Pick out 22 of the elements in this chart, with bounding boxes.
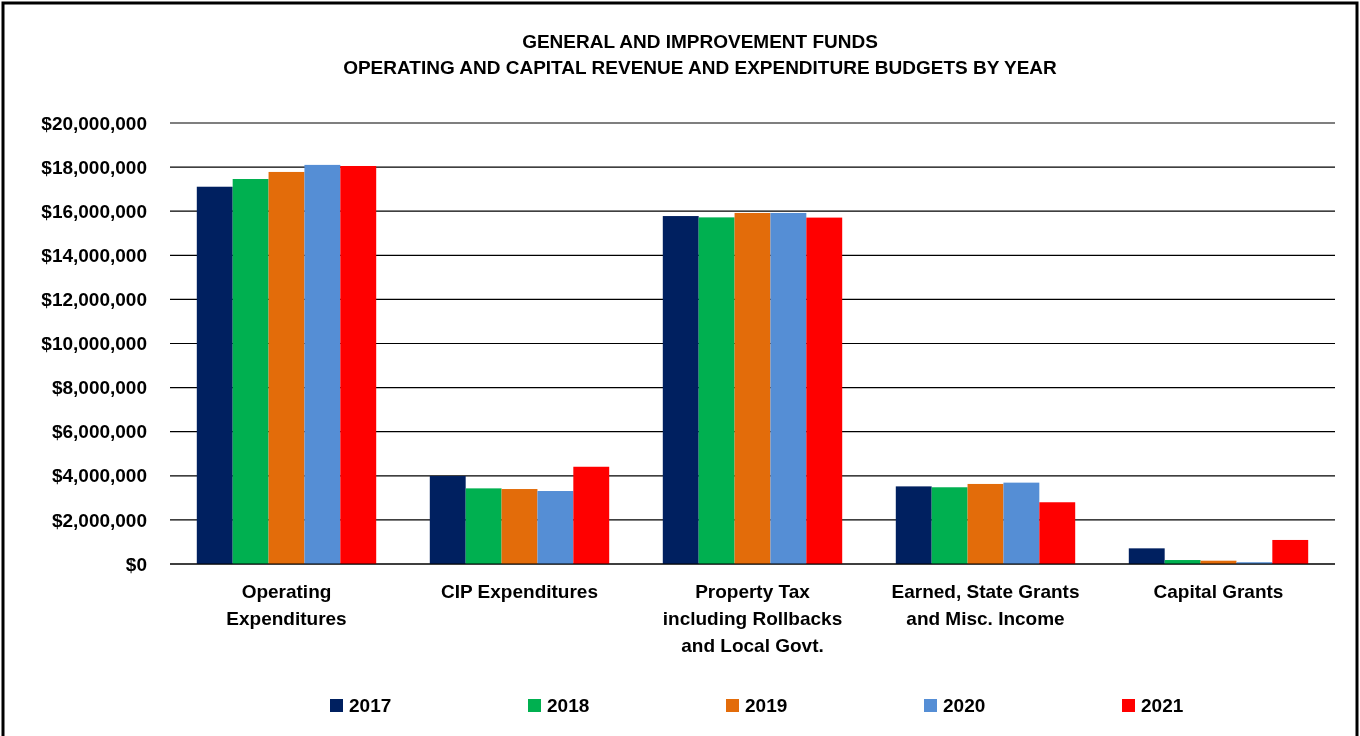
- x-tick-label: Property Tax including Rollbacks and Local Govt.: [662, 581, 843, 656]
- y-tick-label: $0: [125, 553, 147, 575]
- y-tick-label: $2,000,000: [51, 509, 147, 531]
- legend-label: 2019: [745, 695, 788, 716]
- legend-label: 2020: [943, 695, 986, 716]
- y-tick-label: $10,000,000: [41, 333, 147, 355]
- x-tick-label: Capital Grants: [1153, 581, 1284, 602]
- x-tick-label: Operating Expenditures: [226, 581, 347, 629]
- y-tick-label: $12,000,000: [41, 289, 147, 311]
- y-tick-label: $4,000,000: [51, 465, 147, 487]
- y-tick-label: $18,000,000: [41, 156, 147, 178]
- y-tick-label: $16,000,000: [41, 200, 147, 222]
- legend-label: 2021: [1141, 695, 1184, 716]
- y-tick-label: $8,000,000: [51, 377, 147, 399]
- y-tick-label: $14,000,000: [41, 244, 147, 266]
- legend-label: 2017: [349, 695, 392, 716]
- chart-title: GENERAL AND IMPROVEMENT FUNDS OPERATING AND CAPITAL REVENUE AND EXPENDITURE BUDGETS BY YEAR: [343, 31, 1058, 78]
- x-tick-label: Earned, State Grants and Misc. Income: [891, 581, 1080, 629]
- y-tick-label: $20,000,000: [41, 112, 147, 134]
- x-tick-label: CIP Expenditures: [441, 581, 598, 602]
- y-tick-label: $6,000,000: [51, 421, 147, 443]
- legend-label: 2018: [547, 695, 590, 716]
